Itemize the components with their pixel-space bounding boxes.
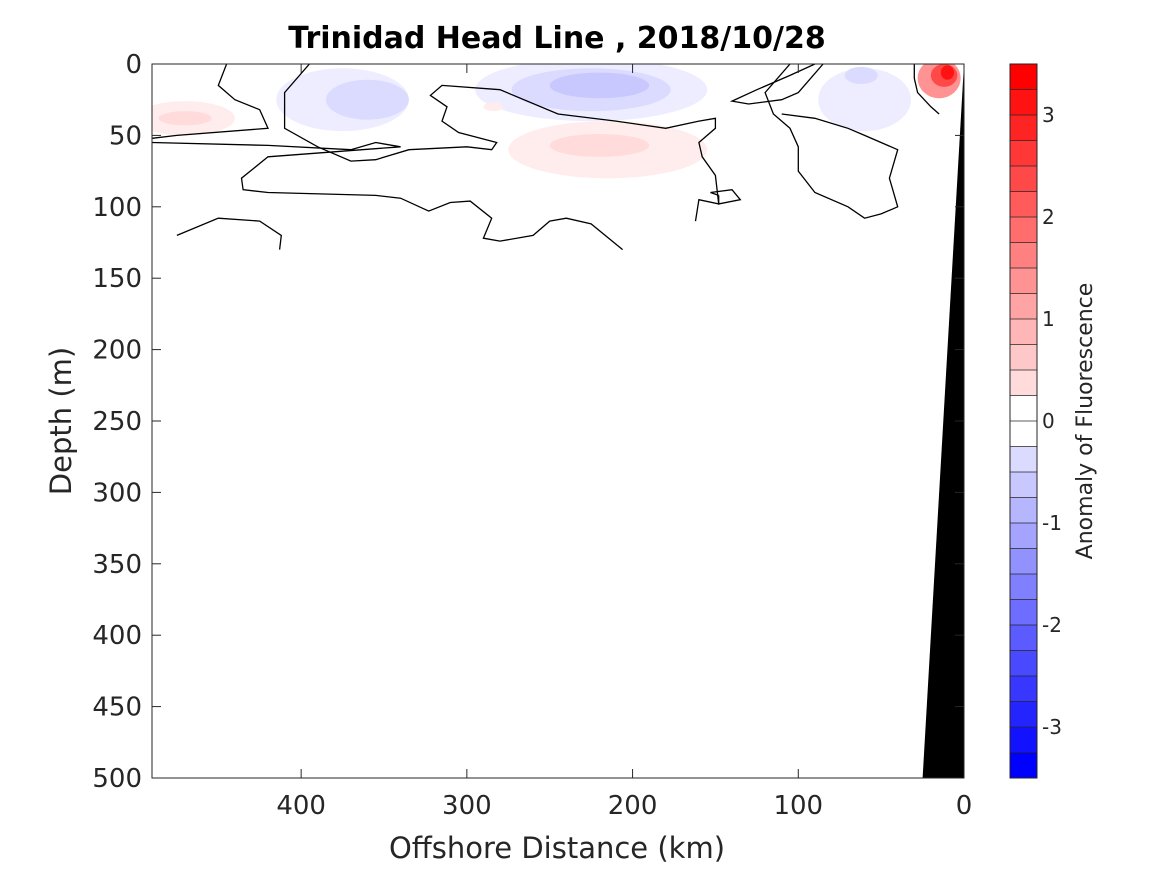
x-tick-label: 400	[276, 791, 326, 821]
y-axis: 0 50 100 150 200 250 300 350 400 450 500	[92, 50, 964, 794]
colorbar-tick-label: 2	[1042, 205, 1055, 229]
anomaly-patch	[940, 65, 955, 80]
zero-contour-line	[764, 64, 899, 219]
y-tick-label: 400	[92, 621, 142, 651]
x-axis-label: Offshore Distance (km)	[389, 831, 725, 865]
y-tick-label: 300	[92, 478, 142, 508]
colorbar: 3 2 1 0 -1 -2 -3	[1009, 63, 1062, 779]
y-tick-label: 150	[92, 264, 142, 294]
anomaly-patch	[326, 79, 409, 120]
colorbar-segment	[1010, 752, 1037, 779]
y-tick-label: 100	[92, 193, 142, 223]
colorbar-segment	[1010, 497, 1037, 524]
colorbar-segment	[1010, 446, 1037, 473]
zero-contours	[152, 64, 940, 251]
zero-contour-line	[152, 64, 269, 139]
plot-area: 400 300 200 100 0 0 50 100 150 200 250 300 350 400 45…	[92, 50, 972, 821]
colorbar-segment	[1010, 599, 1037, 626]
colorbar-segment	[1010, 676, 1037, 702]
colorbar-segment	[1010, 217, 1037, 243]
y-tick-label: 350	[92, 550, 142, 580]
colorbar-segment	[1010, 421, 1037, 447]
colorbar-frame	[1009, 63, 1038, 779]
colorbar-tick-label: 1	[1042, 307, 1055, 331]
colorbar-segment	[1010, 191, 1037, 218]
colorbar-segment	[1010, 727, 1037, 753]
x-tick-label: 0	[956, 791, 973, 821]
colorbar-segment	[1010, 472, 1037, 498]
colorbar-segment	[1010, 166, 1037, 192]
x-tick-label: 300	[442, 791, 492, 821]
y-axis-label: Depth (m)	[44, 347, 78, 495]
colorbar-segment	[1010, 242, 1037, 269]
y-tick-label: 200	[92, 336, 142, 366]
colorbar-segment	[1010, 344, 1037, 371]
colorbar-tick-label: -1	[1042, 511, 1062, 535]
anomaly-patch	[158, 111, 212, 126]
x-tick-label: 200	[608, 791, 658, 821]
anomaly-patch	[549, 72, 650, 99]
colorbar-tick-label: -2	[1042, 613, 1062, 637]
colorbar-segment	[1010, 625, 1037, 651]
y-tick-label: 500	[92, 764, 142, 794]
y-tick-label: 450	[92, 693, 142, 723]
colorbar-segment	[1010, 64, 1037, 90]
x-axis: 400 300 200 100 0	[276, 64, 972, 821]
x-tick-label: 100	[773, 791, 823, 821]
colorbar-tick-label: -3	[1042, 715, 1062, 739]
zero-contour-line	[152, 141, 624, 251]
zero-contour-line	[913, 64, 940, 115]
anomaly-patch	[549, 133, 650, 157]
anomaly-patch	[483, 102, 504, 112]
seafloor-mask	[922, 64, 964, 778]
colorbar-segment	[1010, 115, 1037, 141]
y-tick-label: 50	[109, 121, 142, 151]
colorbar-segment	[1010, 370, 1037, 396]
colorbar-segment	[1010, 140, 1037, 167]
colorbar-segment	[1010, 523, 1037, 549]
colorbar-segment	[1010, 293, 1037, 320]
chart-title: Trinidad Head Line , 2018/10/28	[288, 21, 825, 56]
y-tick-label: 0	[125, 50, 142, 80]
zero-contour-line	[729, 64, 824, 105]
anomaly-field	[152, 64, 961, 179]
colorbar-tick-label: 3	[1042, 103, 1055, 127]
colorbar-segment	[1010, 574, 1037, 600]
colorbar-segment	[1010, 701, 1037, 728]
colorbar-tick-label: 0	[1042, 409, 1055, 433]
anomaly-patch	[818, 68, 911, 132]
colorbar-segment	[1010, 650, 1037, 677]
colorbar-segment	[1010, 319, 1037, 345]
colorbar-segment	[1010, 548, 1037, 575]
colorbar-segment	[1010, 268, 1037, 294]
zero-contour-line	[710, 189, 742, 205]
colorbar-segment	[1010, 395, 1037, 422]
zero-contour-line	[283, 64, 720, 222]
anomaly-patch	[844, 66, 878, 84]
colorbar-segment	[1010, 89, 1037, 116]
zero-contour-line	[176, 217, 282, 250]
y-tick-label: 250	[92, 407, 142, 437]
colorbar-label: Anomaly of Fluorescence	[1073, 283, 1098, 560]
plot-background	[152, 64, 964, 778]
